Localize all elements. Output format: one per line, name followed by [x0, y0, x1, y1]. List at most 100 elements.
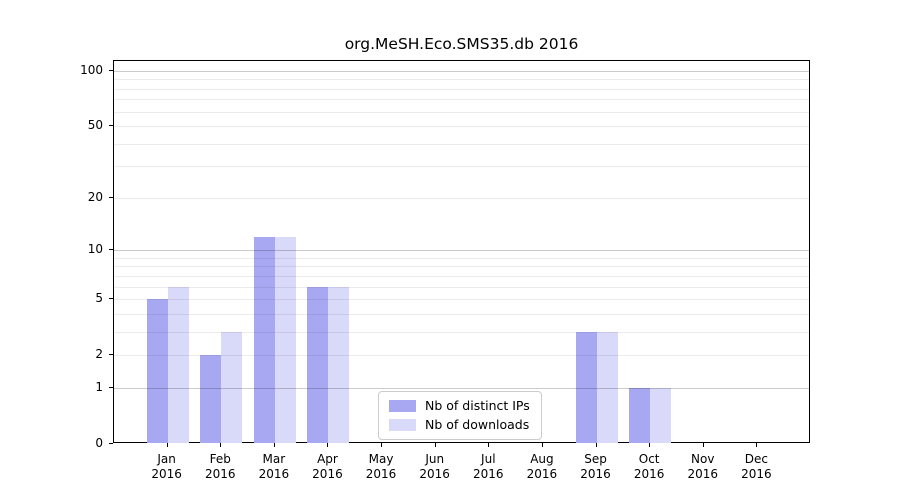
x-tick-month: Jan	[157, 452, 176, 466]
x-tick-label-aug: Aug 2016	[515, 452, 569, 482]
bar-nb-of-downloads-feb	[221, 331, 243, 443]
x-tick-label-jul: Jul 2016	[461, 452, 515, 482]
x-tick-month: Sep	[584, 452, 607, 466]
y-tick-label-0: 0	[95, 436, 103, 450]
x-tick-year: 2016	[473, 467, 504, 481]
bar-nb-of-downloads-oct	[650, 387, 672, 443]
bar-nb-of-downloads-apr	[328, 286, 350, 443]
bar-nb-of-distinct-ips-apr	[307, 286, 329, 443]
gridline-major-10	[114, 250, 809, 252]
x-tick-year: 2016	[151, 467, 182, 481]
x-tick-mark-dec	[756, 443, 758, 447]
x-tick-mark-aug	[541, 443, 543, 447]
bar-nb-of-distinct-ips-feb	[200, 355, 222, 443]
y-tick-label-5: 5	[95, 291, 103, 306]
y-tick-mark-50	[109, 125, 113, 127]
gridline-minor-4	[114, 313, 809, 315]
x-tick-mark-mar	[273, 443, 275, 447]
x-tick-label-apr: Apr 2016	[300, 452, 354, 482]
x-tick-year: 2016	[633, 467, 665, 481]
x-tick-month: Jul	[481, 452, 496, 466]
gridline-minor-50	[114, 126, 809, 128]
x-tick-year: 2016	[741, 467, 772, 481]
x-tick-label-may: May 2016	[354, 452, 408, 482]
x-tick-year: 2016	[312, 467, 343, 481]
chart-title: org.MeSH.Eco.SMS35.db 2016	[344, 35, 579, 53]
y-tick-mark-0	[109, 443, 113, 444]
plot-area	[113, 60, 810, 443]
y-tick-mark-20	[109, 196, 113, 198]
gridline-major-100	[114, 70, 809, 72]
gridline-minor-3	[114, 331, 809, 333]
x-tick-label-feb: Feb 2016	[193, 452, 247, 482]
gridline-minor-6	[114, 286, 809, 288]
x-tick-label-nov: Nov 2016	[676, 452, 730, 482]
x-tick-year: 2016	[204, 467, 236, 481]
bar-nb-of-downloads-sep	[596, 331, 618, 443]
legend-row-downloads: Nb of downloads	[389, 418, 530, 432]
x-tick-month: Feb	[209, 452, 231, 466]
gridline-minor-60	[114, 111, 809, 113]
x-tick-year: 2016	[526, 467, 558, 481]
x-tick-mark-oct	[649, 443, 651, 447]
legend-row-distinct-ips: Nb of distinct IPs	[389, 399, 530, 413]
legend: Nb of distinct IPs Nb of downloads	[378, 391, 542, 440]
x-tick-month: Aug	[530, 452, 554, 466]
gridline-minor-90	[114, 79, 809, 81]
bar-nb-of-downloads-mar	[274, 236, 296, 443]
x-tick-month: Apr	[317, 452, 338, 466]
bar-nb-of-downloads-jan	[167, 286, 189, 443]
x-tick-month: Nov	[691, 452, 715, 466]
y-tick-mark-1	[109, 386, 113, 388]
x-tick-label-jan: Jan 2016	[140, 452, 194, 482]
y-tick-mark-5	[109, 298, 113, 300]
x-tick-month: May	[368, 452, 394, 466]
y-tick-label-20: 20	[87, 189, 103, 204]
x-tick-year: 2016	[687, 467, 719, 481]
x-tick-month: Mar	[262, 452, 286, 466]
bar-nb-of-distinct-ips-sep	[575, 331, 597, 443]
gridline-major-1	[114, 387, 809, 389]
y-tick-mark-100	[109, 69, 113, 71]
gridline-minor-5	[114, 299, 809, 301]
gridline-minor-30	[114, 166, 809, 168]
y-tick-label-100: 100	[80, 62, 103, 77]
x-tick-mark-may	[381, 443, 383, 447]
x-tick-year: 2016	[365, 467, 397, 481]
y-tick-label-50: 50	[87, 118, 103, 133]
x-tick-mark-jul	[488, 443, 490, 447]
y-tick-mark-10	[109, 249, 113, 251]
gridline-minor-70	[114, 99, 809, 101]
gridline-minor-2	[114, 355, 809, 357]
legend-label-downloads: Nb of downloads	[425, 417, 530, 432]
x-tick-year: 2016	[258, 467, 290, 481]
x-tick-mark-feb	[220, 443, 222, 447]
y-tick-label-2: 2	[95, 347, 103, 362]
y-tick-label-1: 1	[95, 379, 103, 394]
legend-swatch-distinct-ips	[389, 400, 416, 412]
y-tick-mark-2	[109, 354, 113, 356]
x-tick-mark-apr	[327, 443, 329, 447]
gridline-minor-7	[114, 275, 809, 277]
y-tick-label-10: 10	[87, 242, 103, 257]
x-tick-label-mar: Mar 2016	[247, 452, 301, 482]
x-tick-label-dec: Dec 2016	[729, 452, 783, 482]
bar-nb-of-distinct-ips-mar	[253, 236, 275, 443]
legend-label-distinct-ips: Nb of distinct IPs	[425, 398, 530, 413]
bar-nb-of-distinct-ips-oct	[629, 387, 651, 443]
x-tick-label-oct: Oct 2016	[622, 452, 676, 482]
x-tick-month: Oct	[638, 452, 660, 466]
x-tick-mark-jan	[166, 443, 168, 447]
gridline-minor-80	[114, 88, 809, 90]
gridline-minor-9	[114, 257, 809, 259]
x-tick-month: Jun	[425, 452, 445, 466]
x-tick-month: Dec	[744, 452, 768, 466]
x-tick-year: 2016	[580, 467, 611, 481]
legend-swatch-downloads	[389, 419, 416, 431]
gridline-minor-40	[114, 143, 809, 145]
x-tick-mark-jun	[434, 443, 436, 447]
gridline-minor-8	[114, 266, 809, 268]
x-tick-mark-sep	[595, 443, 597, 447]
x-tick-label-sep: Sep 2016	[569, 452, 623, 482]
